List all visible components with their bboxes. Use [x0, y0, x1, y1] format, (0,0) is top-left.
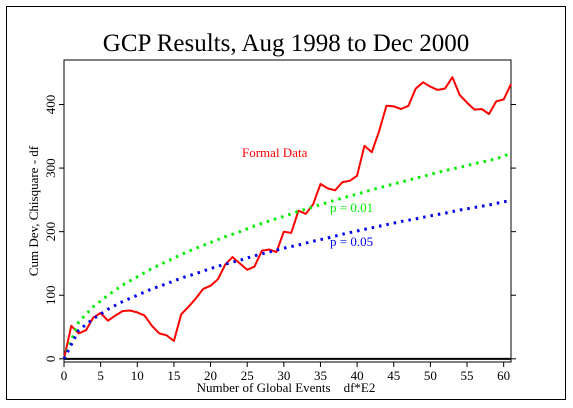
- x-tick-label-0: 0: [61, 368, 68, 383]
- x-tick-label-12: 60: [497, 368, 510, 383]
- y-tick-label-4: 400: [43, 95, 58, 115]
- x-tick-label-4: 20: [204, 368, 217, 383]
- x-tick-label-9: 45: [387, 368, 400, 383]
- y-axis-label: Cum Dev, Chisquare - df: [26, 145, 41, 276]
- x-tick-label-3: 15: [167, 368, 180, 383]
- x-axis: 0 5 10 15 20 25 30 35 40 45 50 55 60: [61, 362, 510, 383]
- chart-figure: GCP Results, Aug 1998 to Dec 2000 0 5 10 15…: [6, 6, 566, 400]
- x-tick-label-7: 35: [314, 368, 327, 383]
- series-line-p01: [62, 150, 512, 360]
- x-tick-label-2: 10: [131, 368, 144, 383]
- annotation-formal: Formal Data: [242, 145, 308, 160]
- x-tick-label-1: 5: [97, 368, 104, 383]
- y-axis: 0 100 200 300 400: [43, 95, 516, 362]
- y-tick-label-3: 300: [43, 158, 58, 178]
- chart-svg: GCP Results, Aug 1998 to Dec 2000 0 5 10 15…: [26, 30, 516, 395]
- annotation-p05: p = 0.05: [330, 234, 373, 249]
- x-tick-label-6: 30: [277, 368, 290, 383]
- y-tick-label-2: 200: [43, 222, 58, 242]
- plot-area: [63, 59, 512, 363]
- series-line-formal: [63, 76, 512, 360]
- annotation-layer: Formal Data p = 0.01 p = 0.05: [242, 145, 373, 249]
- x-tick-label-10: 50: [424, 368, 437, 383]
- y-tick-label-0: 0: [43, 356, 58, 363]
- annotation-p01: p = 0.01: [330, 200, 373, 215]
- x-tick-label-5: 25: [241, 368, 254, 383]
- series-layer: [62, 76, 512, 360]
- chart-title: GCP Results, Aug 1998 to Dec 2000: [103, 30, 469, 57]
- y-tick-label-1: 100: [43, 285, 58, 305]
- x-tick-label-11: 55: [461, 368, 474, 383]
- x-tick-label-8: 40: [351, 368, 364, 383]
- x-axis-label: Number of Global Events df*E2: [197, 380, 376, 395]
